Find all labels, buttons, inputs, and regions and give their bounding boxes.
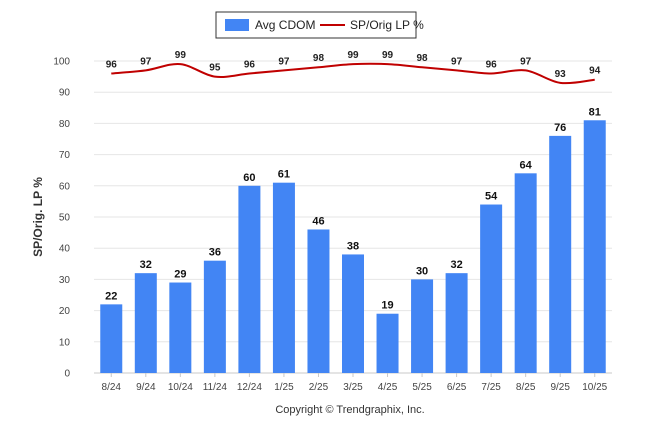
y-axis: 0 10 20 30 40 50 60 70 80 90 100 <box>53 57 70 380</box>
line-value-label: 96 <box>106 59 118 70</box>
bar[interactable] <box>514 173 537 373</box>
bar[interactable] <box>134 273 157 373</box>
line-data-labels: 96 97 99 95 96 97 98 99 99 98 97 96 97 93 94 <box>106 50 601 80</box>
y-tick-label: 100 <box>53 57 70 68</box>
line-value-label: 99 <box>175 50 187 61</box>
bar[interactable] <box>411 279 434 373</box>
y-tick-label: 50 <box>59 213 71 224</box>
bar[interactable] <box>238 185 261 373</box>
x-tick-label: 7/25 <box>481 382 501 393</box>
bar-value-label: 32 <box>450 259 462 271</box>
bar[interactable] <box>480 204 503 373</box>
bar-value-label: 38 <box>347 240 359 252</box>
x-tick-label: 1/25 <box>274 382 294 393</box>
line-series <box>111 62 595 85</box>
x-tick-label: 9/25 <box>550 382 570 393</box>
line-value-label: 99 <box>347 50 359 61</box>
x-tick-label: 4/25 <box>378 382 398 393</box>
copyright-text: Copyright © Trendgraphix, Inc. <box>275 404 424 416</box>
bar[interactable] <box>203 260 226 373</box>
bar-data-labels: 22 32 29 36 60 61 46 38 19 30 32 54 64 76 81 <box>105 106 601 311</box>
bar[interactable] <box>100 304 123 373</box>
bar-value-label: 19 <box>381 300 393 312</box>
bar-value-label: 46 <box>312 215 324 227</box>
bar[interactable] <box>169 282 192 373</box>
bar-value-label: 76 <box>554 122 566 134</box>
x-tick-label: 9/24 <box>136 382 156 393</box>
bar[interactable] <box>342 254 364 373</box>
y-tick-label: 90 <box>59 88 71 99</box>
line-value-label: 93 <box>555 69 567 80</box>
bar-value-label: 61 <box>278 169 290 181</box>
bar-value-label: 81 <box>589 106 601 118</box>
line-value-label: 98 <box>417 53 429 64</box>
line-value-label: 94 <box>589 66 601 77</box>
legend-swatch-avg-cdom <box>225 19 249 31</box>
bar-value-label: 64 <box>520 159 533 171</box>
legend-box <box>215 11 417 39</box>
y-axis-title: SP/Orig. LP % <box>31 177 45 257</box>
bar[interactable] <box>583 120 606 373</box>
x-tick-label: 8/24 <box>102 382 122 393</box>
bar-value-label: 30 <box>416 265 428 277</box>
bar-series <box>100 120 606 373</box>
line-value-label: 97 <box>520 56 532 67</box>
legend[interactable]: Avg CDOM SP/Orig LP % <box>215 11 424 39</box>
line-value-label: 96 <box>244 59 256 70</box>
bar-value-label: 54 <box>485 191 498 203</box>
bar[interactable] <box>307 229 330 373</box>
bar-value-label: 32 <box>140 259 152 271</box>
x-tick-label: 2/25 <box>309 382 329 393</box>
bar-value-label: 36 <box>209 247 221 259</box>
y-tick-label: 30 <box>59 275 71 286</box>
y-tick-label: 40 <box>59 244 71 255</box>
y-tick-label: 10 <box>59 337 71 348</box>
x-tick-label: 8/25 <box>516 382 536 393</box>
x-tick-label: 12/24 <box>237 382 262 393</box>
bar-value-label: 60 <box>243 172 255 184</box>
line-value-label: 96 <box>486 59 498 70</box>
line-value-label: 95 <box>209 63 221 74</box>
bar[interactable] <box>549 135 572 373</box>
x-tick-label: 10/24 <box>168 382 193 393</box>
y-tick-label: 80 <box>59 119 71 130</box>
x-tick-label: 11/24 <box>203 382 228 393</box>
bar[interactable] <box>272 182 295 373</box>
y-tick-label: 60 <box>59 181 71 192</box>
line-value-label: 97 <box>278 56 290 67</box>
bar-value-label: 22 <box>105 290 117 302</box>
legend-label-sp-orig-lp: SP/Orig LP % <box>350 18 424 32</box>
x-tick-label: 3/25 <box>343 382 363 393</box>
sp-orig-lp-line[interactable] <box>111 62 595 85</box>
bar[interactable] <box>445 273 468 373</box>
line-value-label: 97 <box>140 56 152 67</box>
x-tick-label: 6/25 <box>447 382 467 393</box>
y-tick-label: 20 <box>59 306 71 317</box>
x-tick-label: 5/25 <box>412 382 432 393</box>
line-value-label: 99 <box>382 50 394 61</box>
line-value-label: 98 <box>313 53 325 64</box>
legend-label-avg-cdom: Avg CDOM <box>255 18 315 32</box>
y-tick-label: 0 <box>64 369 70 380</box>
bar[interactable] <box>376 313 399 373</box>
y-tick-label: 70 <box>59 150 71 161</box>
line-value-label: 97 <box>451 56 463 67</box>
x-axis: 8/24 9/24 10/24 11/24 12/24 1/25 2/25 3/25 4/25 5… <box>102 373 608 393</box>
bar-value-label: 29 <box>174 269 186 281</box>
x-tick-label: 10/25 <box>582 382 607 393</box>
